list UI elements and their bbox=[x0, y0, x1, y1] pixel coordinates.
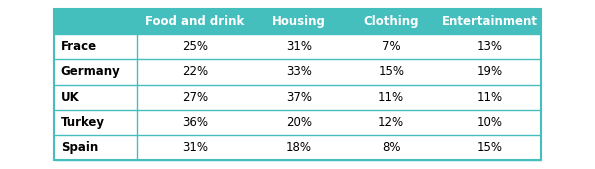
Bar bbox=[137, 34, 253, 59]
Bar bbox=[137, 59, 253, 84]
Text: 7%: 7% bbox=[382, 41, 400, 53]
Text: 12%: 12% bbox=[378, 116, 404, 128]
Bar bbox=[253, 110, 345, 135]
Text: 37%: 37% bbox=[286, 91, 312, 103]
Bar bbox=[345, 9, 437, 34]
Text: 22%: 22% bbox=[182, 66, 208, 78]
Bar bbox=[253, 84, 345, 110]
Bar bbox=[345, 59, 437, 84]
Bar bbox=[253, 34, 345, 59]
Text: Housing: Housing bbox=[272, 16, 326, 28]
Bar bbox=[137, 135, 253, 160]
Text: 15%: 15% bbox=[378, 66, 404, 78]
Bar bbox=[437, 110, 541, 135]
Text: 31%: 31% bbox=[286, 41, 312, 53]
Bar bbox=[137, 110, 253, 135]
Bar bbox=[137, 84, 253, 110]
Text: Spain: Spain bbox=[61, 141, 98, 153]
Bar bbox=[54, 110, 137, 135]
Text: 25%: 25% bbox=[182, 41, 208, 53]
Text: 15%: 15% bbox=[477, 141, 502, 153]
Bar bbox=[253, 59, 345, 84]
Bar bbox=[253, 135, 345, 160]
Bar bbox=[54, 135, 137, 160]
Text: 11%: 11% bbox=[378, 91, 404, 103]
Bar bbox=[253, 9, 345, 34]
Text: Clothing: Clothing bbox=[364, 16, 419, 28]
Bar bbox=[54, 9, 137, 34]
Text: 33%: 33% bbox=[286, 66, 312, 78]
Bar bbox=[345, 34, 437, 59]
Bar bbox=[54, 34, 137, 59]
Bar bbox=[437, 84, 541, 110]
Bar bbox=[437, 34, 541, 59]
Text: 27%: 27% bbox=[182, 91, 208, 103]
Text: 31%: 31% bbox=[182, 141, 208, 153]
Text: Food and drink: Food and drink bbox=[145, 16, 245, 28]
Text: 11%: 11% bbox=[477, 91, 502, 103]
Text: Turkey: Turkey bbox=[61, 116, 105, 128]
Text: 10%: 10% bbox=[477, 116, 502, 128]
Text: 36%: 36% bbox=[182, 116, 208, 128]
Bar bbox=[54, 59, 137, 84]
Text: 18%: 18% bbox=[286, 141, 312, 153]
Text: UK: UK bbox=[61, 91, 80, 103]
Text: 20%: 20% bbox=[286, 116, 312, 128]
Bar bbox=[345, 84, 437, 110]
Bar bbox=[345, 135, 437, 160]
Text: Entertainment: Entertainment bbox=[441, 16, 537, 28]
Text: 8%: 8% bbox=[382, 141, 400, 153]
Bar bbox=[345, 110, 437, 135]
Text: 19%: 19% bbox=[477, 66, 502, 78]
Text: Germany: Germany bbox=[61, 66, 120, 78]
Bar bbox=[437, 59, 541, 84]
Bar bbox=[137, 9, 253, 34]
Bar bbox=[54, 9, 541, 160]
Bar bbox=[437, 135, 541, 160]
Text: 13%: 13% bbox=[477, 41, 502, 53]
Bar bbox=[437, 9, 541, 34]
Bar bbox=[54, 84, 137, 110]
Text: Frace: Frace bbox=[61, 41, 97, 53]
